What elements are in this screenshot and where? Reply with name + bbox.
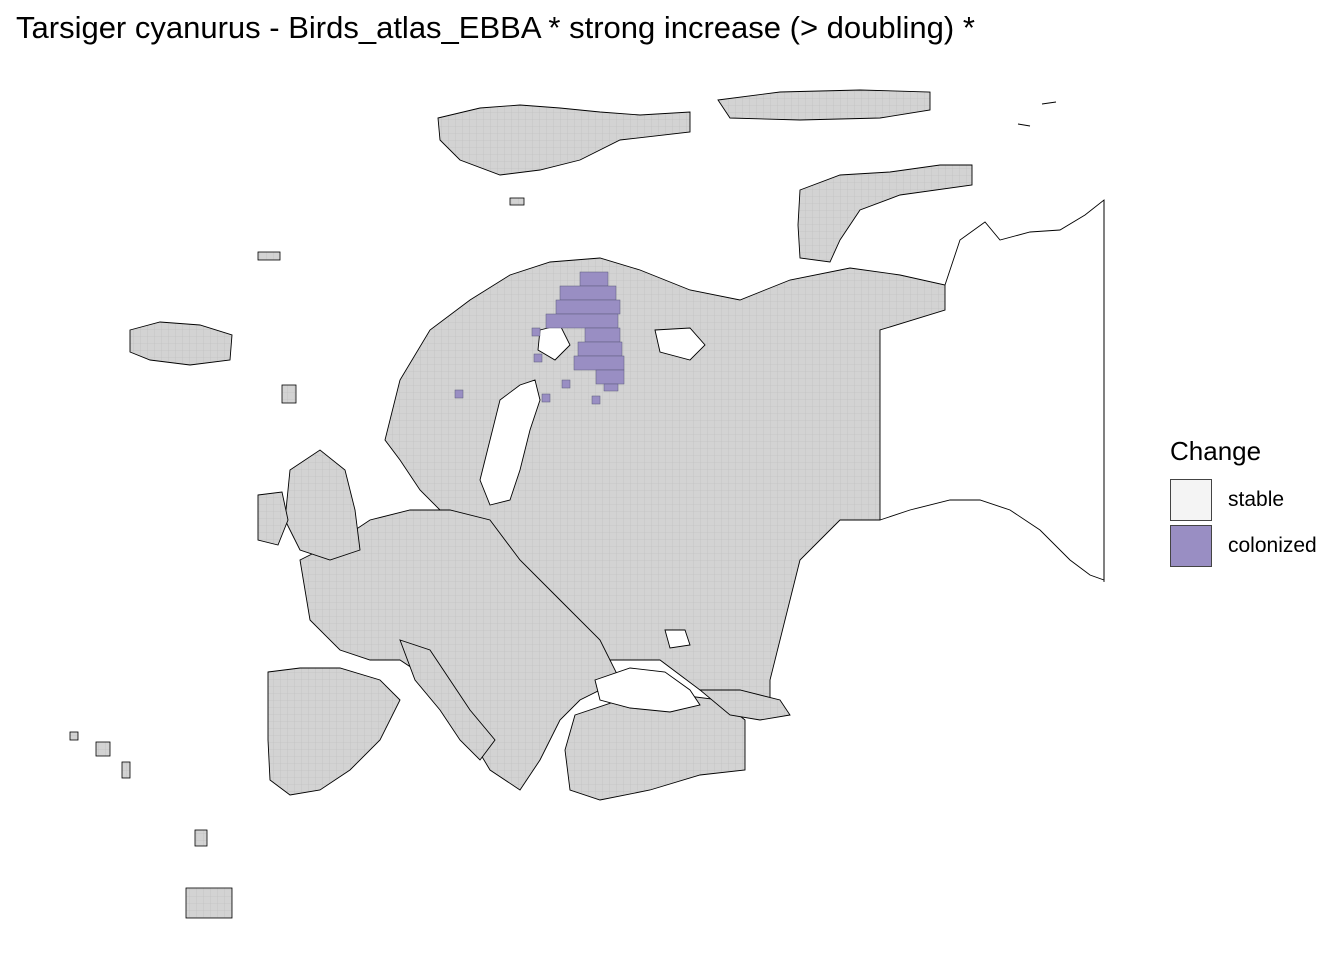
grid-landmass <box>129 89 973 801</box>
legend-item-colonized: colonized <box>1170 523 1317 569</box>
legend-swatch-colonized <box>1170 525 1212 567</box>
legend-swatch-stable <box>1170 479 1212 521</box>
legend-label-colonized: colonized <box>1228 534 1317 557</box>
colonized-cells <box>454 271 625 405</box>
legend-item-stable: stable <box>1170 477 1317 523</box>
asia-outline <box>879 101 1105 582</box>
legend-label-stable: stable <box>1228 488 1285 511</box>
legend-title: Change <box>1170 436 1262 466</box>
map-title: Tarsiger cyanurus - Birds_atlas_EBBA * s… <box>16 10 975 45</box>
small-islands <box>69 197 525 919</box>
seas <box>479 324 706 713</box>
legend: Change stable colonized <box>1170 436 1317 569</box>
